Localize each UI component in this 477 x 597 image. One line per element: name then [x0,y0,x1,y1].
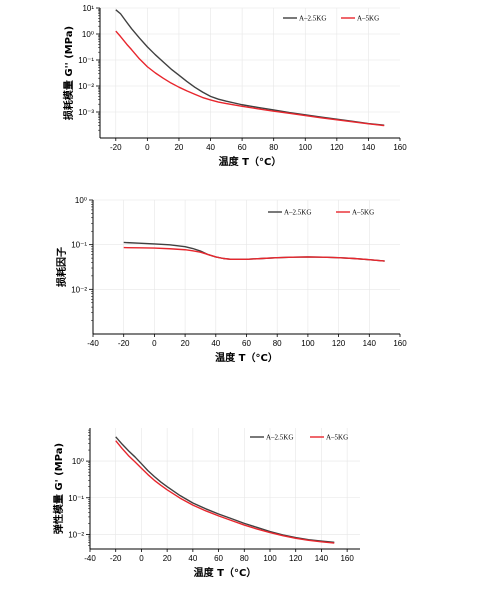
y-tick-label: 10⁰ [75,196,87,205]
series-line-2 [115,440,335,544]
x-tick-label: 140 [363,339,377,348]
x-tick-label: 40 [206,143,215,152]
x-tick-label: 80 [240,554,249,563]
y-axis-title: 损耗模量 G'' (MPa) [62,26,75,120]
x-tick-label: 160 [340,554,354,563]
y-tick-label: 10⁻¹ [78,56,94,65]
x-tick-label: 160 [393,143,407,152]
x-tick-label: 120 [289,554,303,563]
x-tick-label: 100 [299,143,313,152]
x-tick-label: 60 [214,554,223,563]
x-tick-label: 120 [330,143,344,152]
x-tick-label: 60 [238,143,247,152]
x-tick-label: 20 [163,554,172,563]
x-tick-label: 60 [242,339,251,348]
legend: A–2.5KG A–5KG [283,15,379,23]
x-tick-label: 160 [393,339,407,348]
y-axis-title: 弹性模量 G' (MPa) [52,443,65,534]
series-line-2 [123,246,385,262]
grid-lines [90,428,360,549]
series-line-1 [115,436,335,543]
legend-label-2: A–5KG [357,15,379,23]
y-tick-label: 10⁻³ [78,108,94,117]
x-tick-label: 120 [332,339,346,348]
legend-label-1: A–2.5KG [266,434,293,442]
y-tick-label: 10¹ [82,4,94,13]
chart-panel-3: -40 -20 0 20 40 60 80 100 120 140 160 10⁻² 10⁻¹ 10⁰ 温度… [52,428,360,579]
x-tick-label: -20 [118,339,130,348]
y-tick-label: 10⁻² [68,530,84,539]
legend-label-2: A–5KG [352,209,374,217]
legend: A–2.5KG A–5KG [250,434,348,442]
x-tick-label: 100 [263,554,277,563]
legend-label-2: A–5KG [326,434,348,442]
x-tick-label: -40 [87,339,99,348]
x-tick-label: 0 [152,339,157,348]
legend-label-1: A–2.5KG [299,15,326,23]
y-tick-label: 10⁻¹ [68,494,84,503]
y-tick-label: 10⁻² [71,285,87,294]
x-tick-label: 40 [211,339,220,348]
x-axis-title: 温度 T（°C） [194,566,257,579]
x-tick-label: -20 [110,554,122,563]
grid-lines [100,7,400,138]
x-tick-label: -20 [110,143,122,152]
y-tick-label: 10⁰ [72,457,84,466]
x-tick-label: 140 [315,554,329,563]
chart-panel-1: -20 0 20 40 60 80 100 120 140 160 10⁻³ 10⁻² 10⁻¹ 10⁰ 1… [62,4,407,168]
x-axis-title: 温度 T（°C） [215,351,278,364]
x-tick-label: 40 [188,554,197,563]
y-axis-title: 损耗因子 [55,247,68,287]
x-tick-label: 80 [273,339,282,348]
x-tick-label: 20 [181,339,190,348]
legend: A–2.5KG A–5KG [268,209,374,217]
grid-lines [93,199,400,334]
y-tick-label: 10⁰ [82,30,94,39]
y-tick-label: 10⁻¹ [71,241,87,250]
series-line-2 [115,30,385,127]
y-tick-label: 10⁻² [78,82,94,91]
chart-panel-2: -40 -20 0 20 40 60 80 100 120 140 160 10⁻² 10⁻¹ 10⁰ 温度… [55,196,407,364]
x-tick-label: 0 [139,554,144,563]
x-tick-label: 100 [301,339,315,348]
x-tick-label: 20 [174,143,183,152]
x-tick-label: 0 [145,143,150,152]
series-line-1 [115,9,385,126]
x-tick-label: 80 [269,143,278,152]
x-axis-title: 温度 T（°C） [219,155,282,168]
x-tick-label: 140 [362,143,376,152]
x-tick-label: -40 [84,554,96,563]
legend-label-1: A–2.5KG [284,209,311,217]
